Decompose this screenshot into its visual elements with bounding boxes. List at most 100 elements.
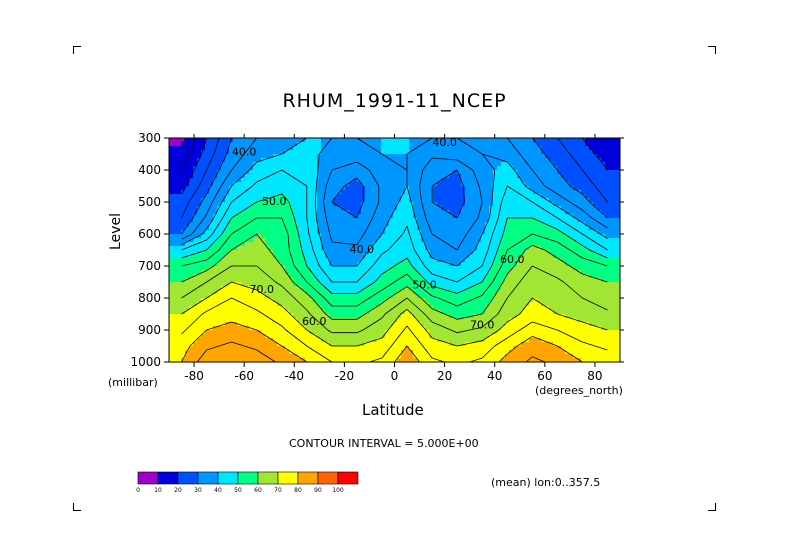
field-cell — [353, 218, 358, 223]
field-cell — [549, 210, 554, 215]
field-cell — [249, 266, 254, 271]
field-cell — [513, 210, 518, 215]
field-cell — [257, 218, 262, 223]
field-cell — [177, 234, 182, 239]
field-cell — [493, 138, 498, 143]
field-cell — [441, 138, 446, 143]
field-cell — [265, 310, 270, 315]
field-cell — [365, 290, 370, 295]
field-cell — [277, 250, 282, 255]
field-cell — [273, 294, 278, 299]
field-cell — [585, 282, 590, 287]
field-cell — [281, 186, 286, 191]
field-cell — [509, 174, 514, 179]
field-cell — [433, 226, 438, 231]
field-cell — [553, 278, 558, 283]
field-cell — [177, 214, 182, 219]
field-cell — [353, 302, 358, 307]
field-cell — [197, 154, 202, 159]
field-cell — [209, 206, 214, 211]
field-cell — [485, 190, 490, 195]
field-cell — [445, 250, 450, 255]
field-cell — [177, 298, 182, 303]
field-cell — [573, 206, 578, 211]
field-cell — [497, 302, 502, 307]
field-cell — [545, 246, 550, 251]
field-cell — [597, 206, 602, 211]
field-cell — [449, 178, 454, 183]
field-cell — [421, 254, 426, 259]
field-cell — [461, 178, 466, 183]
field-cell — [225, 178, 230, 183]
field-cell — [501, 190, 506, 195]
field-cell — [525, 174, 530, 179]
field-cell — [549, 286, 554, 291]
field-cell — [573, 274, 578, 279]
field-cell — [561, 154, 566, 159]
field-cell — [241, 254, 246, 259]
field-cell — [533, 178, 538, 183]
field-cell — [525, 154, 530, 159]
field-cell — [289, 258, 294, 263]
field-cell — [333, 218, 338, 223]
field-cell — [565, 150, 570, 155]
field-cell — [613, 274, 618, 279]
field-cell — [433, 302, 438, 307]
field-cell — [617, 306, 621, 311]
field-cell — [337, 254, 342, 259]
field-cell — [441, 170, 446, 175]
field-cell — [613, 202, 618, 207]
field-cell — [173, 302, 178, 307]
field-cell — [461, 218, 466, 223]
field-cell — [549, 206, 554, 211]
field-cell — [321, 182, 326, 187]
field-cell — [321, 186, 326, 191]
field-cell — [385, 218, 390, 223]
field-cell — [557, 306, 562, 311]
field-cell — [325, 310, 330, 315]
field-cell — [513, 266, 518, 271]
field-cell — [325, 290, 330, 295]
field-cell — [249, 298, 254, 303]
field-cell — [449, 210, 454, 215]
field-cell — [509, 254, 514, 259]
field-cell — [409, 218, 414, 223]
field-cell — [229, 214, 234, 219]
field-cell — [441, 270, 446, 275]
field-cell — [169, 306, 174, 311]
field-cell — [349, 286, 354, 291]
field-cell — [329, 214, 334, 219]
field-cell — [469, 226, 474, 231]
field-cell — [269, 286, 274, 291]
field-cell — [477, 298, 482, 303]
field-cell — [297, 290, 302, 295]
chart-title: RHUM_1991-11_NCEP — [282, 90, 507, 112]
field-cell — [605, 254, 610, 259]
field-cell — [173, 238, 178, 243]
field-cell — [221, 166, 226, 171]
field-cell — [373, 174, 378, 179]
field-cell — [369, 162, 374, 167]
field-cell — [481, 238, 486, 243]
field-cell — [493, 190, 498, 195]
field-cell — [373, 226, 378, 231]
field-cell — [333, 142, 338, 147]
field-cell — [461, 210, 466, 215]
field-cell — [249, 206, 254, 211]
field-cell — [433, 310, 438, 315]
field-cell — [537, 138, 542, 143]
field-cell — [181, 166, 186, 171]
field-cell — [257, 194, 262, 199]
field-cell — [613, 222, 618, 227]
field-cell — [181, 138, 186, 143]
field-cell — [361, 150, 366, 155]
field-cell — [337, 194, 342, 199]
field-cell — [377, 138, 382, 143]
field-cell — [293, 210, 298, 215]
field-cell — [505, 142, 510, 147]
field-cell — [489, 162, 494, 167]
field-cell — [489, 142, 494, 147]
field-cell — [265, 194, 270, 199]
field-cell — [333, 206, 338, 211]
field-cell — [509, 238, 514, 243]
